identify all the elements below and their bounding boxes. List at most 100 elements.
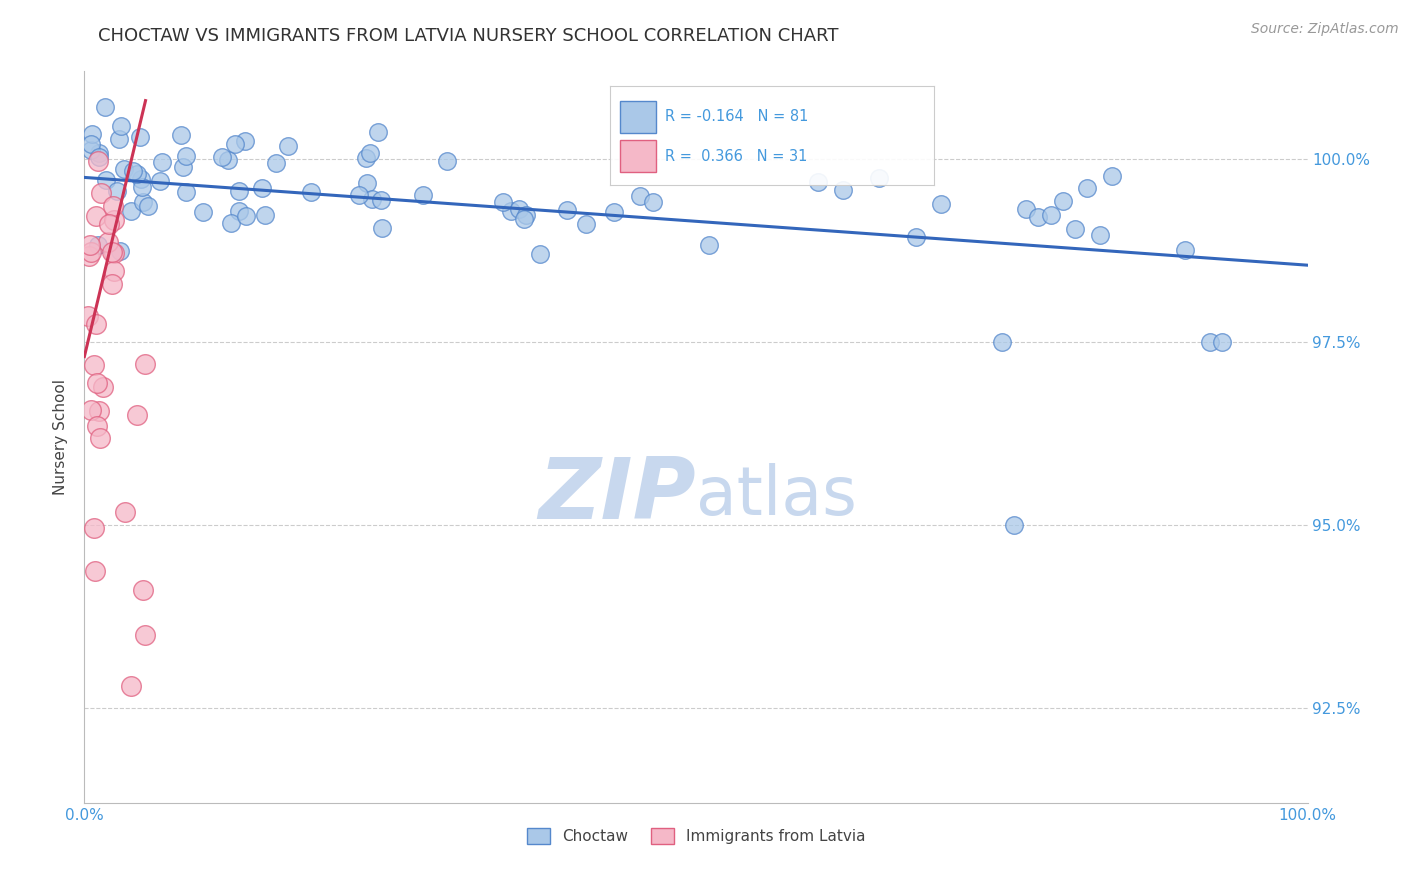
Point bbox=[501, 204, 523, 219]
Point bbox=[89, 150, 111, 164]
Point bbox=[370, 220, 392, 235]
Point bbox=[101, 245, 124, 260]
Legend: Choctaw, Immigrants from Latvia: Choctaw, Immigrants from Latvia bbox=[520, 822, 872, 850]
Point bbox=[79, 250, 101, 264]
Point bbox=[436, 153, 458, 168]
Point bbox=[100, 277, 122, 291]
Point bbox=[80, 143, 103, 157]
Point bbox=[110, 119, 132, 133]
Point bbox=[575, 217, 598, 231]
Point bbox=[129, 130, 152, 145]
Point bbox=[1198, 334, 1220, 349]
Point bbox=[89, 431, 111, 445]
Point bbox=[103, 246, 125, 260]
Point bbox=[217, 153, 239, 167]
Point bbox=[515, 208, 537, 222]
Point bbox=[97, 235, 120, 249]
Point bbox=[277, 138, 299, 153]
Point bbox=[82, 127, 104, 141]
Point bbox=[87, 153, 110, 168]
Point bbox=[359, 146, 381, 161]
Point bbox=[120, 203, 142, 218]
Point bbox=[77, 309, 100, 323]
Point bbox=[84, 564, 107, 578]
Point bbox=[929, 197, 952, 211]
Point bbox=[80, 245, 103, 260]
Point bbox=[1088, 227, 1111, 242]
Point bbox=[112, 161, 135, 176]
Point bbox=[136, 199, 159, 213]
Point bbox=[254, 208, 277, 222]
Point bbox=[630, 188, 652, 202]
Point bbox=[370, 193, 392, 207]
Point bbox=[94, 100, 117, 114]
Point bbox=[1101, 169, 1123, 183]
Point bbox=[103, 264, 125, 278]
Y-axis label: Nursery School: Nursery School bbox=[52, 379, 67, 495]
Point bbox=[83, 358, 105, 372]
Point bbox=[108, 132, 131, 146]
Point bbox=[134, 627, 156, 641]
Point bbox=[120, 679, 142, 693]
Point bbox=[87, 145, 110, 160]
Point bbox=[228, 184, 250, 198]
Point bbox=[250, 181, 273, 195]
Point bbox=[105, 184, 128, 198]
Text: CHOCTAW VS IMMIGRANTS FROM LATVIA NURSERY SCHOOL CORRELATION CHART: CHOCTAW VS IMMIGRANTS FROM LATVIA NURSER… bbox=[98, 27, 839, 45]
Point bbox=[150, 155, 173, 169]
Point bbox=[174, 149, 197, 163]
Point bbox=[87, 237, 110, 252]
Point bbox=[176, 186, 198, 200]
Point bbox=[235, 209, 257, 223]
Point bbox=[221, 216, 243, 230]
Point bbox=[235, 135, 257, 149]
Point bbox=[224, 136, 246, 151]
Point bbox=[412, 188, 434, 202]
Point bbox=[101, 199, 124, 213]
Point bbox=[991, 334, 1014, 349]
Point bbox=[1028, 210, 1050, 224]
Point bbox=[905, 230, 928, 244]
Point bbox=[555, 203, 578, 218]
Point bbox=[79, 136, 101, 151]
Point bbox=[356, 176, 378, 190]
Point bbox=[149, 173, 172, 187]
Point bbox=[1052, 194, 1074, 209]
Point bbox=[869, 171, 891, 186]
Point bbox=[1211, 334, 1233, 349]
Point bbox=[134, 357, 156, 371]
Text: ZIP: ZIP bbox=[538, 454, 696, 537]
Point bbox=[1015, 202, 1038, 216]
Point bbox=[129, 172, 152, 186]
Point bbox=[84, 209, 107, 223]
Point bbox=[86, 418, 108, 433]
Point bbox=[1076, 181, 1098, 195]
Point bbox=[79, 238, 101, 252]
Point bbox=[266, 156, 288, 170]
Point bbox=[108, 244, 131, 258]
Point bbox=[97, 217, 120, 231]
Point bbox=[80, 403, 103, 417]
Point bbox=[1064, 222, 1087, 236]
Point bbox=[127, 167, 149, 181]
Point bbox=[103, 213, 125, 227]
Point bbox=[299, 185, 322, 199]
Point bbox=[90, 186, 112, 200]
Point bbox=[641, 195, 664, 210]
Point bbox=[172, 161, 194, 175]
Point bbox=[603, 205, 626, 219]
Point bbox=[89, 404, 111, 418]
Text: Source: ZipAtlas.com: Source: ZipAtlas.com bbox=[1251, 22, 1399, 37]
Point bbox=[360, 192, 382, 206]
Point bbox=[84, 317, 107, 331]
Point bbox=[228, 204, 250, 219]
Point bbox=[697, 238, 720, 252]
Point bbox=[492, 195, 515, 210]
Point bbox=[121, 164, 143, 178]
Point bbox=[211, 149, 233, 163]
Point bbox=[1002, 517, 1025, 532]
Text: atlas: atlas bbox=[696, 463, 856, 529]
Point bbox=[529, 246, 551, 260]
Point bbox=[125, 408, 148, 422]
Point bbox=[1174, 243, 1197, 257]
